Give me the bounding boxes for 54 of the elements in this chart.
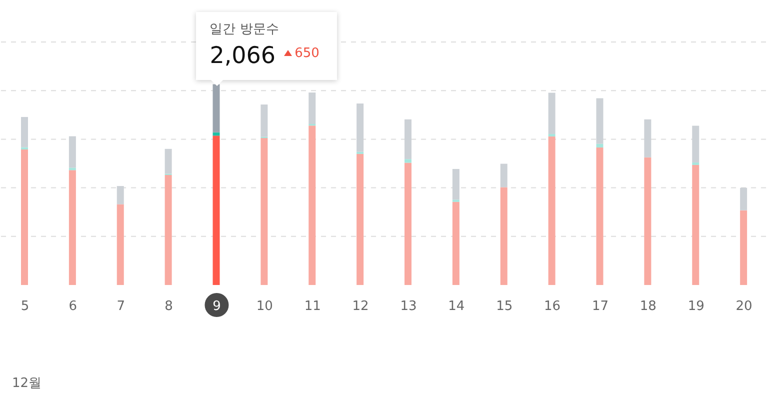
text: 650 — [294, 46, 320, 60]
x-tick-label: 13 — [400, 299, 417, 314]
bar — [740, 188, 748, 210]
bar — [260, 138, 268, 285]
bar — [500, 164, 508, 188]
bar — [500, 187, 508, 285]
x-tick-label: 10 — [256, 299, 273, 314]
bar — [404, 162, 412, 285]
bar — [596, 147, 604, 285]
x-tick-label: 5 — [20, 299, 30, 314]
bar — [692, 164, 700, 285]
bar — [212, 136, 220, 285]
bar — [548, 136, 556, 285]
x-tick-label: 17 — [592, 299, 608, 314]
bar — [452, 202, 460, 285]
bar — [596, 144, 604, 148]
x-tick-label: 9 — [212, 299, 221, 314]
x-tick-label: 11 — [304, 299, 321, 314]
bar — [548, 92, 556, 134]
bar — [21, 150, 28, 285]
bar — [356, 154, 364, 285]
x-tick-label: 20 — [736, 299, 752, 314]
bar — [68, 136, 76, 168]
bar — [356, 104, 364, 152]
x-tick-label: 12 — [352, 299, 369, 314]
bar — [740, 210, 748, 285]
bar — [116, 204, 124, 285]
x-tick-label: 16 — [544, 299, 561, 314]
x-tick-label: 19 — [688, 299, 704, 314]
bar — [644, 119, 652, 158]
x-tick-label: 18 — [640, 299, 656, 314]
bar — [164, 148, 172, 174]
bar — [68, 170, 76, 285]
bar — [644, 157, 652, 285]
bar — [212, 132, 220, 136]
x-tick-label: 15 — [496, 299, 513, 314]
bar — [692, 126, 700, 163]
x-tick-label: 14 — [448, 299, 465, 314]
x-tick-label: 7 — [116, 299, 125, 314]
bar — [116, 186, 124, 204]
bar — [452, 168, 460, 200]
text: 2,066 — [210, 42, 276, 70]
bar — [164, 174, 172, 285]
x-axis-title: 12월 — [12, 375, 42, 392]
bar — [260, 104, 268, 137]
bar — [21, 116, 28, 148]
x-tick-label: 6 — [68, 299, 78, 314]
bar — [404, 159, 412, 163]
x-tick-label: 8 — [164, 299, 173, 314]
bar — [308, 92, 316, 124]
bar — [308, 126, 316, 285]
bar — [404, 119, 412, 160]
bar — [596, 98, 604, 144]
text: 일간 방문수 — [210, 22, 280, 38]
